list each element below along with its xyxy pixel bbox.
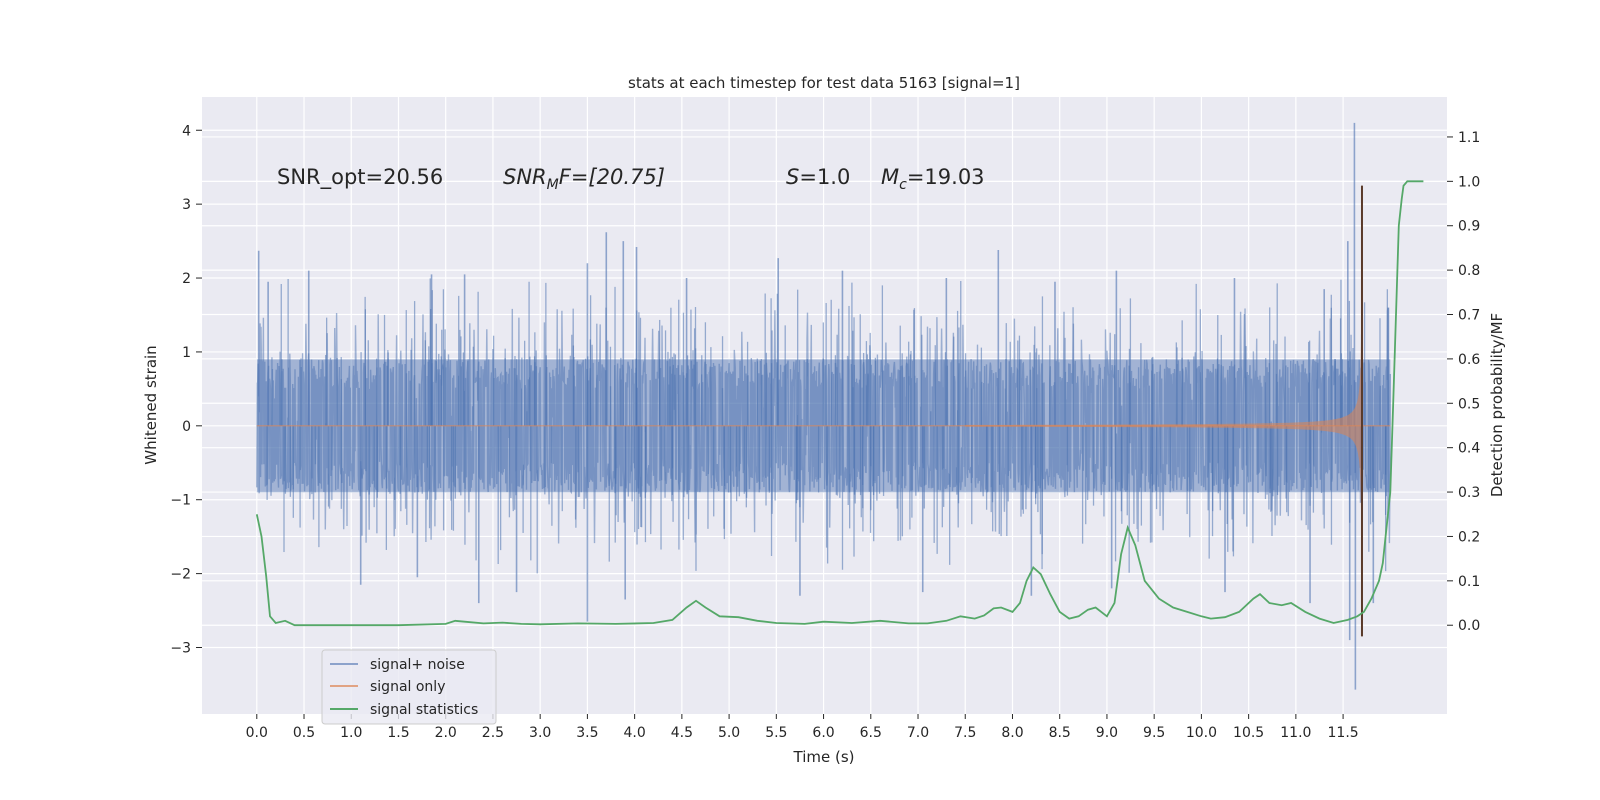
y2-tick-label: 0.5 bbox=[1458, 396, 1480, 412]
y-tick-label: 2 bbox=[182, 271, 191, 287]
x-tick-label: 8.5 bbox=[1049, 725, 1071, 741]
annotation-snr-opt: SNR_opt=20.56 bbox=[277, 165, 443, 190]
x-tick-label: 0.0 bbox=[246, 725, 268, 741]
y-tick-label: −1 bbox=[170, 493, 191, 509]
annotation-mc-rest: =19.03 bbox=[907, 165, 985, 189]
x-tick-label: 4.0 bbox=[623, 725, 645, 741]
x-tick-label: 10.0 bbox=[1186, 725, 1217, 741]
x-tick-label: 6.5 bbox=[860, 725, 882, 741]
annotation-mc-name: M bbox=[881, 165, 899, 189]
y2-tick-label: 0.8 bbox=[1458, 263, 1480, 279]
x-tick-label: 7.5 bbox=[954, 725, 976, 741]
tick-labels: 0.0 0.5 1.0 1.5 2.0 2.5 3.0 3.5 4.0 4.5 5.0 5.5 6.0 6… bbox=[170, 123, 1480, 741]
annotation-mc: Mc=19.03 bbox=[881, 165, 985, 193]
annotation-snr-mf: SNRMF=[20.75] bbox=[503, 165, 665, 193]
x-tick-label: 11.0 bbox=[1280, 725, 1311, 741]
x-tick-label: 6.0 bbox=[812, 725, 834, 741]
annotation-snr-mf-rest: F=[20.75] bbox=[559, 165, 665, 189]
y2-tick-label: 0.3 bbox=[1458, 485, 1480, 501]
annotation-mc-sub: c bbox=[899, 177, 907, 193]
y2-tick-label: 1.0 bbox=[1458, 174, 1480, 190]
x-tick-label: 9.0 bbox=[1096, 725, 1118, 741]
y2-tick-label: 1.1 bbox=[1458, 130, 1480, 146]
x-tick-label: 3.0 bbox=[529, 725, 551, 741]
y-tick-label: −2 bbox=[170, 567, 191, 583]
annotation-s-name: S bbox=[786, 165, 799, 189]
x-tick-label: 7.0 bbox=[907, 725, 929, 741]
annotation-s: S=1.0 bbox=[786, 165, 850, 189]
y-tick-label: 4 bbox=[182, 123, 191, 139]
annotation-snr-mf-name: SNR bbox=[503, 165, 547, 189]
signal-statistics-line bbox=[255, 180, 1424, 627]
legend: signal+ noise signal only signal statist… bbox=[321, 649, 497, 725]
y2-tick-label: 0.7 bbox=[1458, 308, 1480, 324]
x-tick-label: 2.5 bbox=[482, 725, 504, 741]
x-tick-label: 10.5 bbox=[1233, 725, 1264, 741]
x-tick-label: 1.0 bbox=[340, 725, 362, 741]
chart-title: stats at each timestep for test data 516… bbox=[628, 74, 1020, 92]
y2-axis-label: Detection probability/MF bbox=[1488, 313, 1506, 497]
x-axis-label: Time (s) bbox=[793, 748, 855, 766]
x-tick-label: 0.5 bbox=[293, 725, 315, 741]
x-tick-label: 8.0 bbox=[1001, 725, 1023, 741]
y2-tick-label: 0.6 bbox=[1458, 352, 1480, 368]
y2-tick-label: 0.9 bbox=[1458, 219, 1480, 235]
y-tick-label: −3 bbox=[170, 640, 191, 656]
signal-statistics-series bbox=[255, 180, 1424, 627]
x-tick-label: 2.0 bbox=[435, 725, 457, 741]
signal-only-series bbox=[256, 185, 1391, 637]
legend-label-signal-only: signal only bbox=[370, 679, 445, 695]
x-tick-label: 5.5 bbox=[765, 725, 787, 741]
y2-tick-label: 0.2 bbox=[1458, 529, 1480, 545]
x-tick-label: 5.0 bbox=[718, 725, 740, 741]
y-tick-label: 3 bbox=[182, 197, 191, 213]
annotation-snr-mf-sub: M bbox=[547, 177, 559, 193]
y-tick-label: 1 bbox=[182, 345, 191, 361]
annotation-s-rest: =1.0 bbox=[799, 165, 850, 189]
y-axis-label: Whitened strain bbox=[142, 345, 160, 464]
x-tick-label: 4.5 bbox=[671, 725, 693, 741]
y2-tick-label: 0.1 bbox=[1458, 574, 1480, 590]
x-tick-label: 1.5 bbox=[387, 725, 409, 741]
x-tick-label: 3.5 bbox=[576, 725, 598, 741]
x-tick-label: 11.5 bbox=[1328, 725, 1359, 741]
legend-box bbox=[321, 649, 497, 725]
x-tick-label: 9.5 bbox=[1143, 725, 1165, 741]
legend-label-signal-noise: signal+ noise bbox=[370, 657, 465, 673]
y-tick-label: 0 bbox=[182, 419, 191, 435]
y2-tick-label: 0.4 bbox=[1458, 441, 1480, 457]
y2-tick-label: 0.0 bbox=[1458, 618, 1480, 634]
legend-label-signal-statistics: signal statistics bbox=[370, 702, 478, 718]
